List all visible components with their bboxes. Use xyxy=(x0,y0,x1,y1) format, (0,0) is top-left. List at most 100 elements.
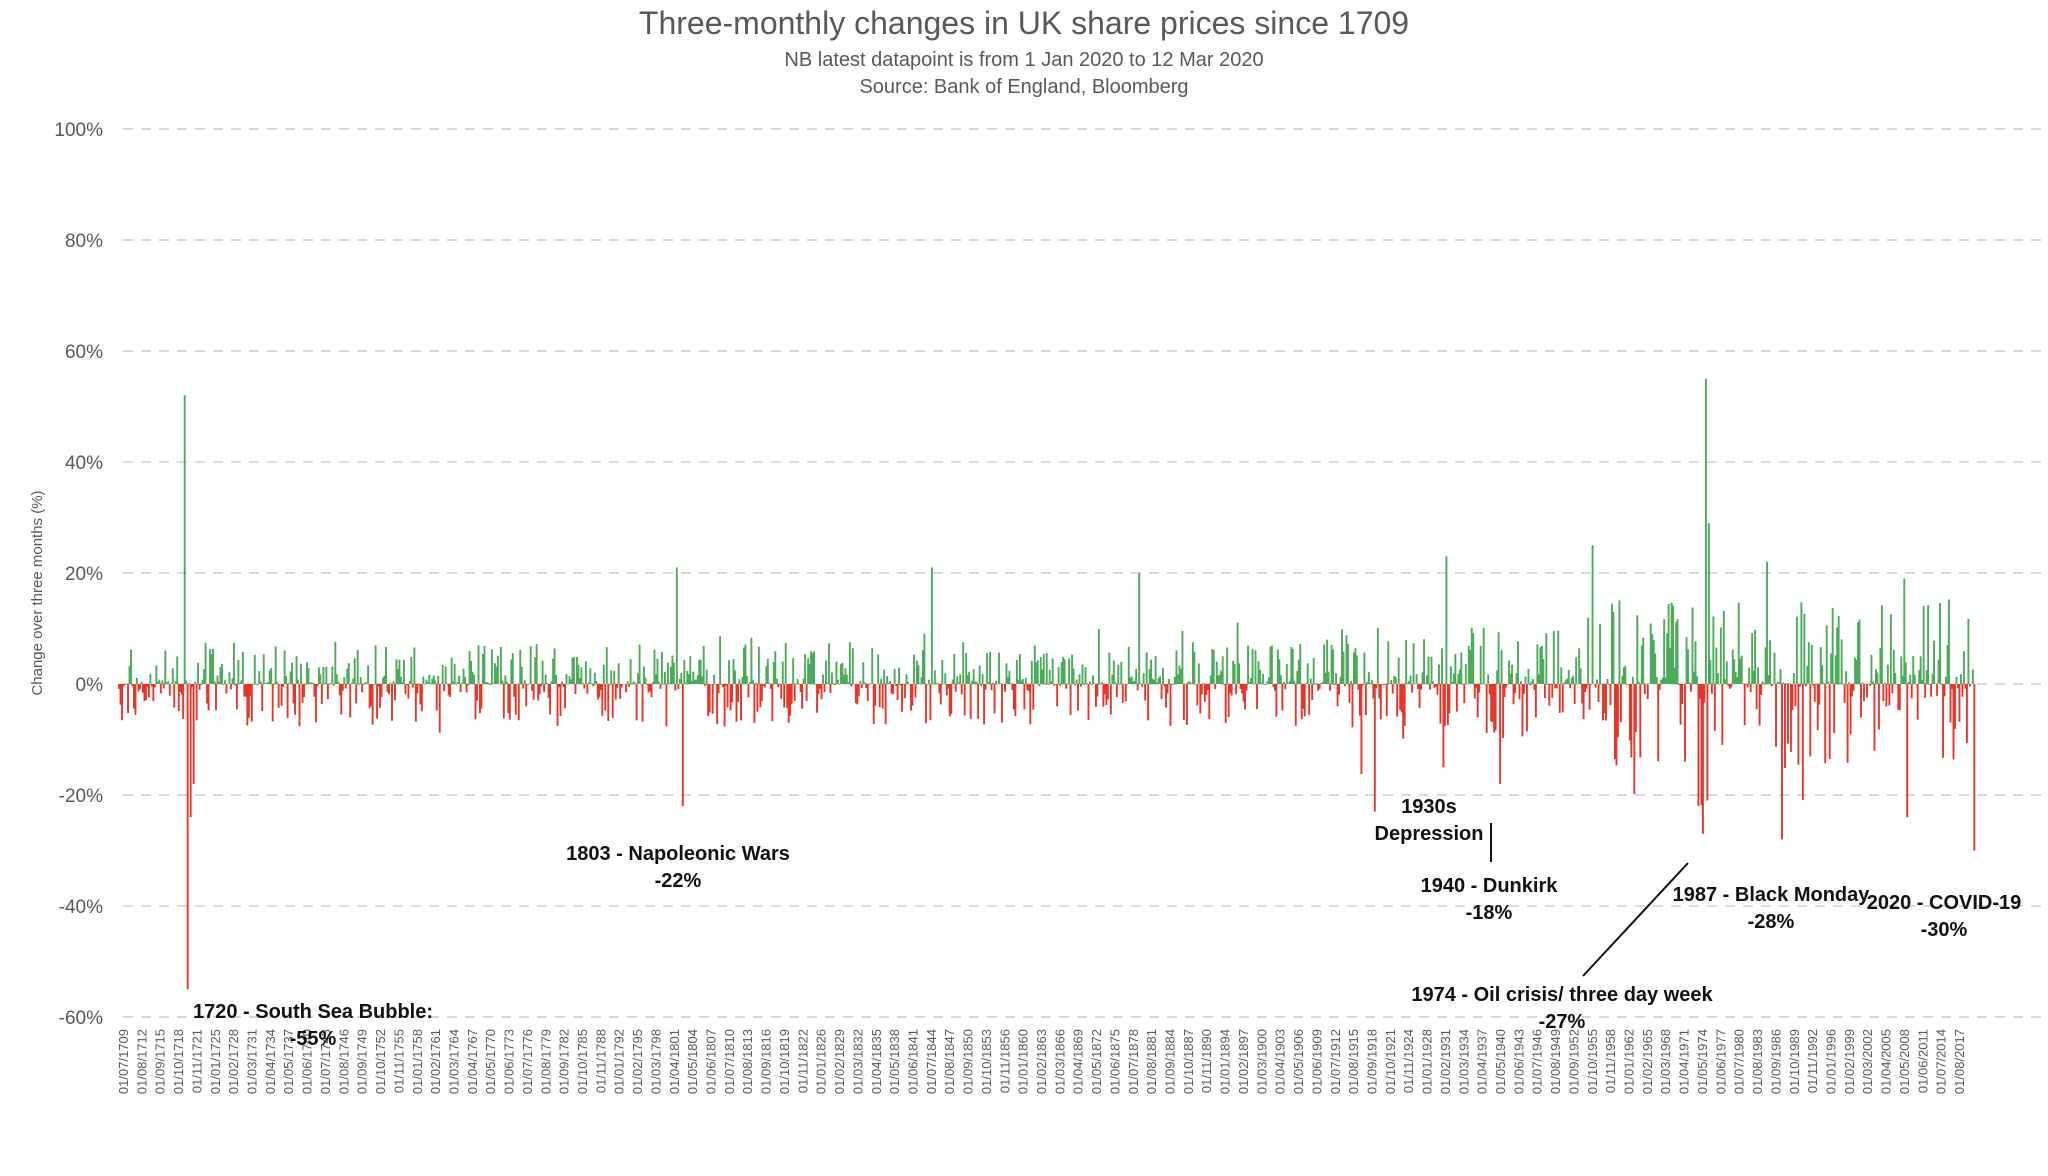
bar xyxy=(1952,684,1955,760)
bar xyxy=(1182,684,1185,721)
bar xyxy=(671,655,674,684)
bar xyxy=(1485,684,1488,733)
bar xyxy=(1117,664,1120,684)
bar xyxy=(1573,684,1576,704)
bar xyxy=(1394,677,1397,684)
bar xyxy=(1448,684,1451,714)
bar xyxy=(1097,629,1100,684)
x-tick-label: 01/09/1782 xyxy=(557,1029,572,1094)
bar xyxy=(1658,684,1661,690)
bar xyxy=(593,672,596,684)
bar xyxy=(1056,684,1059,707)
bar xyxy=(1115,684,1118,698)
bar xyxy=(259,681,262,684)
bar xyxy=(1102,684,1105,707)
bar xyxy=(567,684,569,685)
bar xyxy=(950,684,953,714)
bar xyxy=(819,684,821,689)
bar xyxy=(1864,683,1867,685)
bar xyxy=(602,664,605,684)
bar xyxy=(799,684,802,692)
bar xyxy=(1384,684,1387,685)
bar xyxy=(986,652,989,684)
bar xyxy=(240,680,243,684)
bar xyxy=(1063,659,1066,684)
bar xyxy=(1111,674,1114,684)
bar xyxy=(572,657,575,684)
bar xyxy=(1199,684,1202,714)
bar xyxy=(1273,684,1276,691)
bar xyxy=(288,683,291,684)
bar xyxy=(1733,659,1736,684)
bar xyxy=(1294,684,1297,726)
bar xyxy=(344,684,347,689)
bar xyxy=(1545,633,1548,684)
bar xyxy=(1220,670,1223,684)
bar xyxy=(1652,639,1655,684)
bar xyxy=(279,683,282,685)
bar xyxy=(423,684,426,685)
bar xyxy=(1072,668,1075,684)
bar xyxy=(313,684,316,697)
x-tick-label: 01/03/1968 xyxy=(1658,1029,1673,1094)
y-tick-label: -40% xyxy=(59,897,103,918)
bar xyxy=(371,684,374,725)
bar xyxy=(153,684,156,688)
bar xyxy=(1336,684,1339,707)
bar xyxy=(1676,619,1679,684)
bar xyxy=(981,674,984,684)
bar xyxy=(620,684,623,688)
bar xyxy=(1736,677,1739,684)
bar xyxy=(927,679,930,684)
bar xyxy=(1740,655,1743,684)
bar xyxy=(681,684,684,807)
bar xyxy=(1151,678,1154,684)
x-tick-label: 01/01/1962 xyxy=(1622,1029,1637,1094)
bar xyxy=(1821,665,1824,684)
bar xyxy=(1648,683,1651,685)
bar xyxy=(1770,684,1773,687)
bar xyxy=(1549,684,1552,685)
bar xyxy=(1163,684,1166,687)
bar xyxy=(729,684,732,711)
bar xyxy=(1397,657,1400,684)
x-tick-label: 01/04/1801 xyxy=(667,1029,682,1094)
bar xyxy=(201,679,204,684)
bar xyxy=(1687,649,1689,684)
bar xyxy=(1436,684,1439,695)
bar xyxy=(1824,684,1827,764)
bar xyxy=(1627,684,1630,685)
bar xyxy=(255,684,258,685)
bar xyxy=(777,684,780,688)
bar xyxy=(720,684,723,685)
bar xyxy=(404,684,407,695)
bar xyxy=(1527,668,1530,684)
bar xyxy=(1643,684,1646,695)
x-tick-label: 01/08/1983 xyxy=(1750,1029,1765,1094)
x-tick-label: 01/09/1952 xyxy=(1566,1029,1581,1094)
bar xyxy=(1094,684,1097,707)
bar xyxy=(1391,684,1394,694)
bar xyxy=(1567,670,1570,684)
bar xyxy=(185,680,188,684)
bar xyxy=(358,683,361,685)
bar xyxy=(264,682,267,684)
bar xyxy=(1172,683,1175,685)
bar xyxy=(1514,684,1516,694)
x-tick-label: 01/01/1758 xyxy=(410,1029,425,1094)
bar xyxy=(556,684,559,726)
bar xyxy=(1030,660,1033,684)
bar xyxy=(243,684,246,697)
bar xyxy=(763,684,766,688)
bar xyxy=(798,683,801,685)
bar xyxy=(1015,659,1018,684)
bar xyxy=(419,684,422,705)
bar xyxy=(1716,673,1719,684)
bar xyxy=(383,675,386,684)
bar xyxy=(637,673,640,684)
bar xyxy=(367,665,370,684)
bar xyxy=(962,642,965,684)
bar xyxy=(1621,675,1624,684)
bar xyxy=(1651,634,1654,684)
bar xyxy=(1317,684,1320,691)
